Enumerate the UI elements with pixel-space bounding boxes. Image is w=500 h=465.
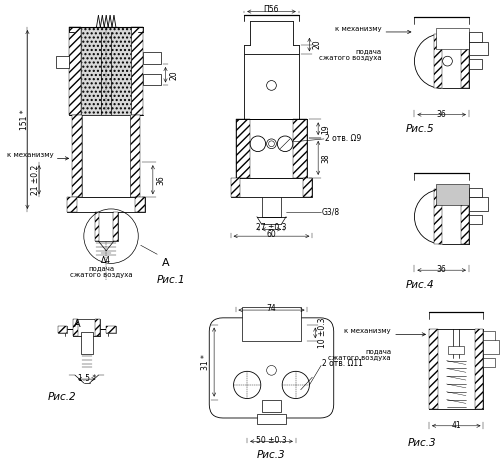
Bar <box>236 120 250 178</box>
Text: 27 ±0.3: 27 ±0.3 <box>256 223 286 232</box>
Bar <box>278 309 285 325</box>
Text: Π56: Π56 <box>264 6 279 14</box>
Bar <box>81 332 92 354</box>
Bar <box>484 332 495 341</box>
Text: 10 ±0.3: 10 ±0.3 <box>318 318 327 348</box>
Bar <box>461 189 469 244</box>
Text: Рис.2: Рис.2 <box>48 392 76 402</box>
Text: 36: 36 <box>437 265 446 274</box>
Bar <box>436 28 469 49</box>
Bar <box>81 27 132 114</box>
FancyBboxPatch shape <box>210 318 334 418</box>
Text: 74: 74 <box>266 304 276 313</box>
Bar <box>257 414 286 424</box>
Text: 38: 38 <box>321 153 330 163</box>
Bar <box>474 329 484 409</box>
Bar <box>58 326 68 333</box>
Bar <box>469 215 482 225</box>
Bar <box>73 319 101 336</box>
Bar <box>68 197 77 212</box>
Bar <box>230 178 312 197</box>
Text: Рис.1: Рис.1 <box>157 275 186 285</box>
Text: 151 *: 151 * <box>20 109 28 130</box>
Text: подача
сжатого воздуха: подача сжатого воздуха <box>328 348 391 361</box>
Text: Рис.3: Рис.3 <box>257 450 286 460</box>
Text: 2 отв. Ω11: 2 отв. Ω11 <box>322 359 363 368</box>
Bar <box>461 34 469 88</box>
Text: 41: 41 <box>452 421 461 430</box>
Text: 19: 19 <box>321 124 330 133</box>
Text: 20: 20 <box>170 70 178 80</box>
Bar <box>230 178 240 197</box>
Bar <box>262 197 281 217</box>
Bar <box>130 114 140 197</box>
Text: A: A <box>74 319 80 329</box>
Bar <box>484 340 499 354</box>
Bar <box>56 56 69 68</box>
Bar <box>429 329 438 409</box>
Bar <box>132 27 143 114</box>
Bar <box>68 197 145 212</box>
Text: 21 ±0.2: 21 ±0.2 <box>32 165 40 195</box>
Text: Рис.3: Рис.3 <box>408 438 436 448</box>
Text: G3/8: G3/8 <box>322 207 340 216</box>
Text: 36: 36 <box>156 175 166 185</box>
Bar <box>434 34 442 88</box>
Bar <box>484 358 495 367</box>
Text: подача
сжатого воздуха: подача сжатого воздуха <box>70 266 132 279</box>
Bar <box>448 346 464 354</box>
Bar <box>302 178 312 197</box>
Bar <box>72 114 82 197</box>
Text: 36: 36 <box>437 109 446 119</box>
Text: подача
сжатого воздуха: подача сжатого воздуха <box>318 48 382 61</box>
Bar <box>436 184 469 205</box>
Text: A: A <box>162 258 169 267</box>
Text: 50 ±0.3: 50 ±0.3 <box>256 436 287 445</box>
Text: 31 *: 31 * <box>201 354 210 370</box>
Bar <box>143 74 160 86</box>
Bar <box>73 319 78 336</box>
Text: 2 отв. Ω9: 2 отв. Ω9 <box>325 134 361 143</box>
Bar <box>469 42 488 55</box>
Text: к механизму: к механизму <box>344 328 391 334</box>
Bar <box>82 114 130 197</box>
Text: к механизму: к механизму <box>334 26 382 32</box>
Text: Рис.5: Рис.5 <box>406 124 434 134</box>
Text: 1.5 *: 1.5 * <box>78 374 96 383</box>
Text: Рис.4: Рис.4 <box>406 280 434 290</box>
Bar <box>469 59 482 69</box>
Bar <box>469 197 488 211</box>
Bar <box>69 27 81 114</box>
Bar <box>258 309 264 325</box>
Bar <box>58 326 68 333</box>
Bar <box>143 53 160 64</box>
Text: Δ4: Δ4 <box>101 256 111 265</box>
Bar <box>434 189 442 244</box>
Bar <box>136 197 145 212</box>
Bar <box>242 307 300 341</box>
Bar <box>106 326 116 333</box>
Bar <box>96 319 100 336</box>
Bar <box>94 212 100 241</box>
Bar <box>94 212 118 241</box>
Bar <box>113 212 118 241</box>
Text: 20: 20 <box>312 40 322 49</box>
Bar <box>258 309 285 325</box>
Bar <box>106 326 116 333</box>
Bar <box>469 187 482 197</box>
Bar <box>244 54 298 120</box>
Bar <box>293 120 308 178</box>
Text: к механизму: к механизму <box>7 153 54 159</box>
Text: 60: 60 <box>266 230 276 239</box>
Bar <box>262 400 281 412</box>
Bar <box>469 32 482 42</box>
